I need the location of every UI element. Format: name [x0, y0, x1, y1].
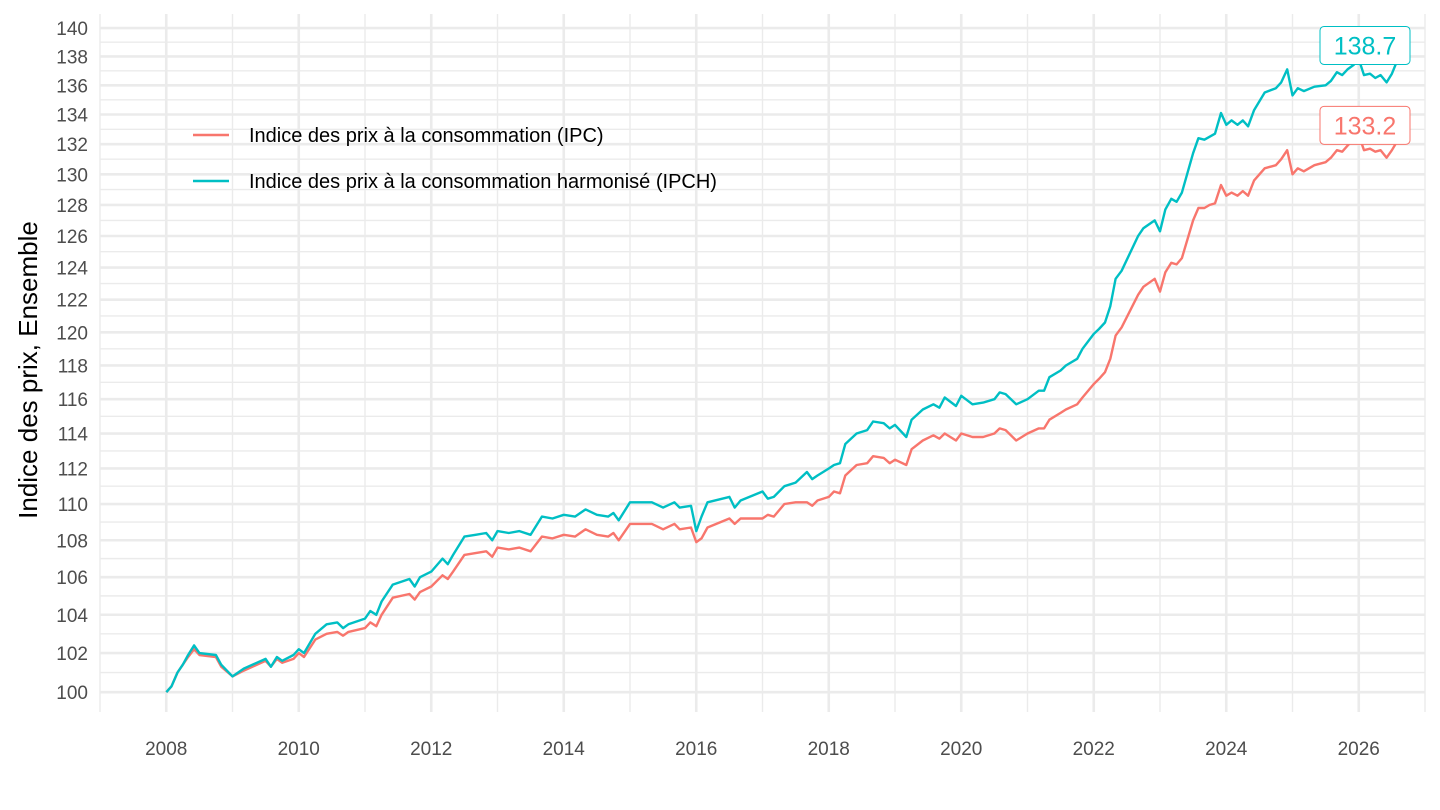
end-label-value: 138.7 — [1334, 32, 1397, 60]
x-axis-ticks: 2008 2010 2012 2014 2016 2018 2020 2022 2024 2026 — [145, 739, 1380, 760]
x-tick-label: 2024 — [1205, 739, 1248, 760]
y-tick-label: 124 — [56, 259, 88, 280]
y-tick-label: 118 — [58, 356, 88, 377]
series-line-ipc — [165, 125, 1405, 693]
end-labels: 133.2 138.7 — [1319, 25, 1411, 145]
series-lines — [165, 46, 1405, 693]
end-label-ipch: 138.7 — [1319, 25, 1411, 65]
y-tick-label: 108 — [56, 531, 88, 552]
y-tick-label: 120 — [56, 323, 88, 344]
y-tick-label: 104 — [56, 606, 88, 627]
y-tick-label: 106 — [56, 568, 88, 589]
x-tick-label: 2026 — [1338, 739, 1380, 760]
y-tick-label: 134 — [56, 106, 88, 127]
y-tick-label: 100 — [56, 683, 88, 704]
x-tick-label: 2018 — [808, 739, 850, 760]
y-tick-label: 110 — [58, 495, 88, 516]
y-tick-label: 114 — [58, 425, 89, 446]
y-tick-label: 102 — [56, 644, 88, 665]
end-label-ipc: 133.2 — [1319, 105, 1411, 145]
legend-label-ipch: Indice des prix à la consommation harmon… — [249, 171, 717, 193]
grid-minor — [99, 14, 1426, 712]
legend-label-ipc: Indice des prix à la consommation (IPC) — [249, 125, 604, 147]
x-tick-label: 2014 — [543, 739, 586, 760]
grid-major — [100, 14, 1425, 712]
y-tick-label: 126 — [56, 227, 88, 248]
y-tick-label: 132 — [56, 135, 88, 156]
legend: Indice des prix à la consommation (IPC) I… — [193, 125, 717, 193]
y-axis-title: Indice des prix, Ensemble — [13, 221, 43, 519]
y-tick-label: 138 — [56, 47, 88, 68]
y-tick-label: 116 — [58, 390, 88, 411]
y-tick-label: 130 — [56, 165, 88, 186]
y-tick-label: 136 — [56, 76, 88, 97]
x-tick-label: 2012 — [410, 739, 452, 760]
y-tick-label: 112 — [58, 459, 88, 480]
x-tick-label: 2020 — [940, 739, 982, 760]
x-tick-label: 2022 — [1073, 739, 1115, 760]
x-tick-label: 2008 — [145, 739, 187, 760]
x-tick-label: 2016 — [675, 739, 717, 760]
series-line-ipch — [165, 46, 1405, 693]
y-tick-label: 128 — [56, 196, 88, 217]
y-tick-label: 140 — [56, 19, 88, 40]
end-label-box — [1319, 105, 1411, 145]
x-tick-label: 2010 — [278, 739, 320, 760]
end-label-box — [1319, 25, 1411, 65]
y-tick-label: 122 — [56, 291, 88, 312]
y-axis-ticks: 100 102 104 106 108 110 112 114 116 118 120 122 124 1… — [56, 19, 88, 704]
end-label-value: 133.2 — [1334, 112, 1397, 140]
